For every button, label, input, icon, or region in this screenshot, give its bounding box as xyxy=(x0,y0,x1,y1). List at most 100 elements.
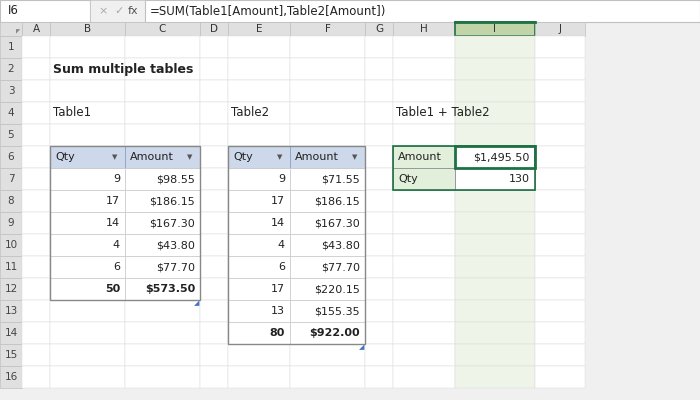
Text: Table1: Table1 xyxy=(53,106,91,120)
Bar xyxy=(393,58,455,80)
Bar xyxy=(125,146,200,168)
Bar xyxy=(50,168,125,190)
Bar xyxy=(145,0,700,22)
Bar xyxy=(535,322,585,344)
Bar xyxy=(228,146,365,344)
Bar xyxy=(200,124,228,146)
Text: 5: 5 xyxy=(8,130,14,140)
Bar xyxy=(125,256,200,278)
Bar xyxy=(393,146,455,168)
Bar xyxy=(125,146,200,168)
Bar xyxy=(228,256,290,278)
Bar xyxy=(0,146,22,168)
Bar xyxy=(125,256,200,278)
Bar xyxy=(50,256,125,278)
Bar xyxy=(50,190,125,212)
Text: Table2: Table2 xyxy=(231,106,269,120)
Bar xyxy=(0,124,22,146)
Text: ▼: ▼ xyxy=(352,154,358,160)
Bar xyxy=(22,300,50,322)
Bar xyxy=(393,146,535,190)
Text: $77.70: $77.70 xyxy=(156,262,195,272)
Bar xyxy=(290,168,365,190)
Text: A: A xyxy=(32,24,40,34)
Bar xyxy=(535,36,585,58)
Text: 2: 2 xyxy=(8,64,14,74)
Bar xyxy=(290,146,365,168)
Bar xyxy=(125,168,200,190)
Bar xyxy=(22,22,50,36)
Text: Amount: Amount xyxy=(295,152,339,162)
Bar xyxy=(125,322,200,344)
Bar xyxy=(0,256,22,278)
Text: C: C xyxy=(159,24,166,34)
Text: $220.15: $220.15 xyxy=(314,284,360,294)
Bar xyxy=(393,124,455,146)
Bar xyxy=(290,22,365,36)
Bar xyxy=(455,124,535,146)
Bar xyxy=(365,102,393,124)
Text: 16: 16 xyxy=(4,372,18,382)
Bar xyxy=(125,212,200,234)
Bar xyxy=(290,366,365,388)
Text: $98.55: $98.55 xyxy=(156,174,195,184)
Text: ◢: ◢ xyxy=(194,300,199,306)
Text: 80: 80 xyxy=(270,328,285,338)
Text: 10: 10 xyxy=(4,240,18,250)
Bar xyxy=(50,168,125,190)
Text: 13: 13 xyxy=(271,306,285,316)
Text: E: E xyxy=(256,24,262,34)
Bar xyxy=(0,102,22,124)
Text: 3: 3 xyxy=(8,86,14,96)
Bar xyxy=(290,256,365,278)
Text: ✓: ✓ xyxy=(114,6,123,16)
Bar xyxy=(365,58,393,80)
Bar xyxy=(125,22,200,36)
Bar xyxy=(393,212,455,234)
Text: G: G xyxy=(375,24,383,34)
Bar xyxy=(455,256,535,278)
Text: Table1 + Table2: Table1 + Table2 xyxy=(396,106,489,120)
Bar xyxy=(290,212,365,234)
Bar xyxy=(0,278,22,300)
Bar xyxy=(535,80,585,102)
Text: $167.30: $167.30 xyxy=(149,218,195,228)
Bar xyxy=(290,344,365,366)
Bar xyxy=(22,168,50,190)
Bar xyxy=(50,146,125,168)
Text: 17: 17 xyxy=(271,196,285,206)
Bar xyxy=(228,212,290,234)
Bar xyxy=(228,146,290,168)
Bar xyxy=(393,102,455,124)
Text: F: F xyxy=(325,24,330,34)
Bar xyxy=(50,146,125,168)
Text: Amount: Amount xyxy=(130,152,174,162)
Bar xyxy=(365,212,393,234)
Bar xyxy=(290,80,365,102)
Text: $155.35: $155.35 xyxy=(314,306,360,316)
Bar xyxy=(455,190,535,212)
Text: 17: 17 xyxy=(106,196,120,206)
Bar xyxy=(0,366,22,388)
Bar xyxy=(455,102,535,124)
Text: 4: 4 xyxy=(113,240,120,250)
Bar xyxy=(228,366,290,388)
Bar xyxy=(365,322,393,344)
Bar xyxy=(365,278,393,300)
Bar xyxy=(50,278,125,300)
Bar xyxy=(22,58,50,80)
Bar xyxy=(228,256,290,278)
Text: ▼: ▼ xyxy=(188,154,193,160)
Bar xyxy=(455,80,535,102)
Bar xyxy=(228,36,290,58)
Text: $573.50: $573.50 xyxy=(145,284,195,294)
Bar xyxy=(125,36,200,58)
Bar xyxy=(22,212,50,234)
Bar xyxy=(365,168,393,190)
Text: ◤: ◤ xyxy=(16,30,20,34)
Text: 14: 14 xyxy=(271,218,285,228)
Bar xyxy=(0,22,22,36)
Bar xyxy=(393,256,455,278)
Text: 14: 14 xyxy=(4,328,18,338)
Bar xyxy=(393,36,455,58)
